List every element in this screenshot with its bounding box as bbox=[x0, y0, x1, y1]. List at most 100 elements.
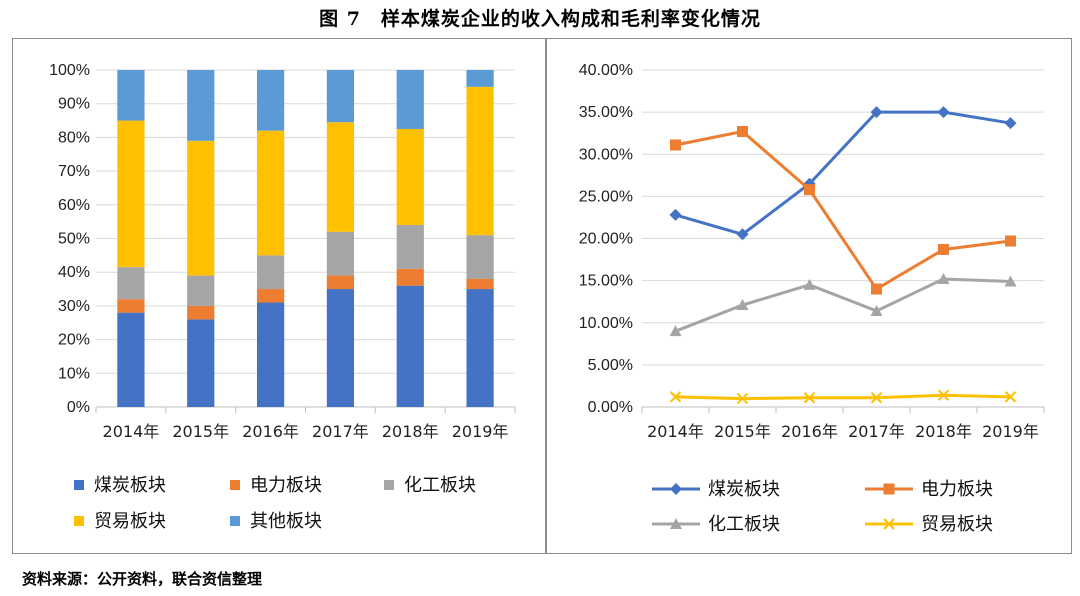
bar-segment bbox=[326, 122, 355, 232]
x-tick-label: 2016年 bbox=[781, 422, 838, 441]
data-point bbox=[883, 518, 895, 530]
y-tick-label: 90% bbox=[58, 96, 90, 113]
y-tick-label: 40.00% bbox=[579, 62, 633, 79]
data-point bbox=[937, 272, 950, 284]
series-line bbox=[675, 110, 1011, 236]
bar-segment bbox=[326, 289, 355, 407]
bar-segment bbox=[466, 86, 494, 236]
y-tick-label: 100% bbox=[49, 62, 90, 79]
y-tick-label: 40% bbox=[58, 264, 90, 281]
y-tick-label: 35.00% bbox=[579, 104, 633, 121]
legend-swatch bbox=[230, 480, 240, 490]
legend-label: 煤炭板块 bbox=[708, 479, 780, 500]
data-point bbox=[1004, 391, 1017, 403]
line-chart: 0.00% 5.00% 10.00% 15.00% 20.00% 25.00% 30.00%… bbox=[579, 62, 1045, 535]
y-tick-label: 20.00% bbox=[579, 231, 633, 248]
y-tick-label: 25.00% bbox=[579, 188, 633, 205]
y-tick-label: 10% bbox=[58, 365, 90, 382]
figure-title: 图 7 样本煤炭企业的收入构成和毛利率变化情况 bbox=[319, 8, 761, 30]
bar-segment bbox=[187, 319, 215, 407]
data-point bbox=[883, 483, 895, 495]
legend-label: 贸易板块 bbox=[921, 514, 993, 535]
y-tick-label: 30% bbox=[58, 298, 90, 315]
data-point bbox=[804, 184, 815, 196]
data-point bbox=[669, 208, 682, 221]
legend-label: 电力板块 bbox=[921, 479, 993, 500]
legend-label: 煤炭板块 bbox=[94, 475, 166, 496]
data-point bbox=[1004, 275, 1017, 287]
bar-segment bbox=[117, 120, 145, 268]
y-tick-label: 30.00% bbox=[579, 146, 633, 163]
bar-segment bbox=[396, 225, 424, 269]
legend-swatch bbox=[74, 516, 84, 526]
data-point bbox=[736, 228, 749, 241]
bar-segment bbox=[466, 289, 494, 407]
y-tick-label: 5.00% bbox=[588, 357, 633, 374]
legend-swatch bbox=[74, 480, 84, 490]
legend-label: 化工板块 bbox=[404, 475, 476, 496]
bar-segment bbox=[466, 278, 494, 290]
data-point bbox=[670, 518, 682, 529]
x-tick-label: 2014年 bbox=[103, 422, 160, 441]
legend-swatch bbox=[230, 516, 240, 526]
bar-segment bbox=[117, 312, 145, 407]
x-tick-label: 2018年 bbox=[382, 422, 439, 441]
x-tick-label: 2018年 bbox=[915, 422, 972, 441]
x-tick-label: 2016年 bbox=[242, 422, 299, 441]
data-point bbox=[871, 283, 882, 295]
series-line bbox=[674, 277, 1011, 333]
data-point bbox=[1004, 117, 1017, 130]
bar-segment bbox=[326, 70, 355, 123]
bar-segment bbox=[256, 255, 285, 290]
panel-divider bbox=[545, 38, 547, 554]
data-point bbox=[803, 278, 816, 290]
data-point bbox=[937, 389, 950, 401]
y-tick-label: 0.00% bbox=[588, 399, 633, 416]
data-point bbox=[870, 392, 883, 404]
bar-segment bbox=[117, 267, 145, 300]
y-tick-label: 60% bbox=[58, 197, 90, 214]
series-line bbox=[675, 393, 1011, 401]
data-point bbox=[670, 483, 682, 495]
legend-swatch bbox=[384, 480, 394, 490]
bar-segment bbox=[326, 275, 355, 290]
legend-label: 化工板块 bbox=[708, 514, 780, 535]
bar-segment bbox=[256, 70, 285, 131]
bar-segment bbox=[187, 140, 215, 276]
data-point bbox=[669, 391, 682, 403]
data-point bbox=[803, 392, 816, 404]
bar-segment bbox=[466, 70, 494, 87]
x-tick-label: 2015年 bbox=[172, 422, 229, 441]
y-tick-label: 50% bbox=[58, 231, 90, 248]
bar-segment bbox=[187, 305, 215, 320]
x-tick-label: 2017年 bbox=[848, 422, 905, 441]
legend-label: 电力板块 bbox=[250, 475, 322, 496]
series-line bbox=[675, 130, 1011, 291]
data-point bbox=[736, 392, 749, 405]
bar-segment bbox=[117, 70, 145, 121]
bar-segment bbox=[396, 128, 424, 226]
x-tick-label: 2014年 bbox=[647, 422, 704, 441]
data-point bbox=[870, 106, 883, 119]
data-point bbox=[737, 126, 748, 138]
bar-segment bbox=[187, 275, 215, 306]
bar-segment bbox=[396, 268, 424, 286]
bar-segment bbox=[256, 130, 285, 256]
data-point bbox=[670, 139, 681, 151]
source-note: 资料来源：公开资料，联合资信整理 bbox=[22, 570, 263, 588]
x-tick-label: 2019年 bbox=[982, 422, 1039, 441]
bar-segment bbox=[256, 289, 285, 303]
x-tick-label: 2019年 bbox=[452, 422, 509, 441]
bar-segment bbox=[187, 70, 215, 141]
y-tick-label: 20% bbox=[58, 332, 90, 349]
bar-segment bbox=[117, 299, 145, 313]
x-tick-label: 2015年 bbox=[714, 422, 771, 441]
bar-segment bbox=[326, 231, 355, 276]
data-point bbox=[1005, 235, 1016, 247]
bar-segment bbox=[256, 302, 285, 407]
legend-label: 贸易板块 bbox=[94, 511, 166, 532]
y-tick-label: 10.00% bbox=[579, 315, 633, 332]
stacked-bar-chart: 0% 10% 20% 30% 40% 50% 60% 70% 80% 90% 100% 2014年 20… bbox=[49, 62, 516, 532]
y-tick-label: 80% bbox=[58, 129, 90, 146]
y-tick-label: 15.00% bbox=[579, 273, 633, 290]
